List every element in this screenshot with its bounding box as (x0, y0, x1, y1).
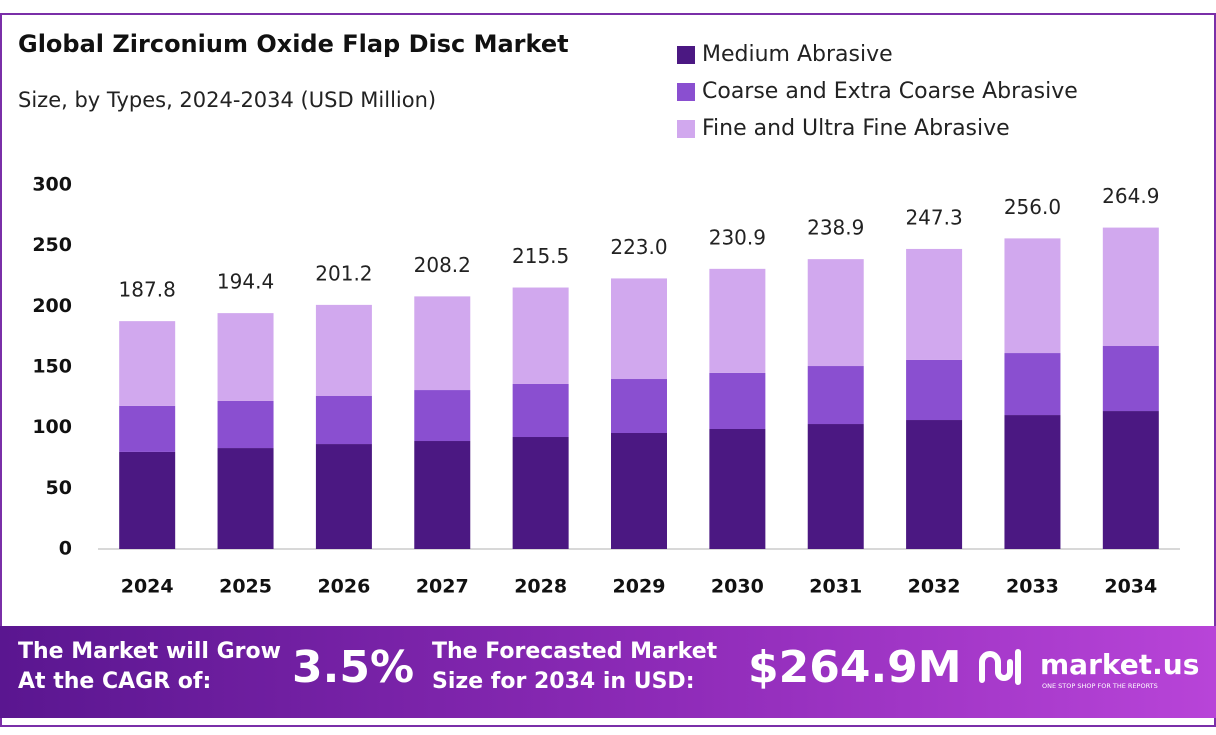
bar-segment (414, 441, 471, 549)
y-tick-label: 150 (32, 356, 72, 378)
y-tick-label: 100 (32, 416, 72, 438)
footer-text: The Market will Grow (18, 639, 281, 664)
total-label: 194.4 (217, 270, 274, 294)
legend-label: Medium Abrasive (702, 42, 893, 67)
y-tick-label: 200 (32, 295, 72, 317)
bar-segment (414, 390, 471, 442)
footer-banner (0, 626, 1216, 718)
legend-swatch (677, 120, 695, 138)
bar-segment (414, 296, 471, 391)
bar-segment (1004, 238, 1061, 354)
brand: market.us (1040, 648, 1199, 681)
total-label: 230.9 (709, 225, 766, 249)
total-label: 247.3 (905, 205, 962, 229)
y-tick-label: 250 (32, 234, 72, 256)
total-label: 264.9 (1102, 184, 1159, 208)
bar-segment (512, 287, 569, 384)
bar-segment (709, 268, 766, 373)
footer: The Market will Grow At the CAGR of: 3.5… (18, 639, 1199, 694)
footer-text: At the CAGR of: (18, 669, 211, 694)
bar-segment (807, 259, 864, 367)
x-tick-label: 2034 (1104, 576, 1157, 598)
total-label: 208.2 (414, 253, 471, 277)
bar-segment (709, 372, 766, 430)
bar-segment (906, 248, 963, 360)
x-tick-label: 2031 (809, 576, 862, 598)
cagr-value: 3.5% (292, 642, 414, 693)
x-tick-label: 2033 (1006, 576, 1059, 598)
footer-text: Size for 2034 in USD: (432, 669, 695, 694)
y-tick-label: 0 (59, 538, 72, 560)
bar-segment (906, 420, 963, 549)
bar-segment (906, 359, 963, 421)
bar-segment (217, 448, 274, 549)
y-tick-label: 300 (32, 174, 72, 196)
bar-segment (611, 433, 667, 549)
bar-segment (315, 395, 372, 445)
logo-icon (979, 649, 1021, 685)
bar-segment (611, 379, 667, 434)
bar-segment (807, 366, 864, 425)
bar-segment (1004, 353, 1061, 416)
x-tick-label: 2025 (219, 576, 272, 598)
x-tick-label: 2024 (121, 576, 174, 598)
bar-segment (315, 304, 372, 396)
x-tick-label: 2029 (613, 576, 666, 598)
bar-segment (315, 444, 372, 549)
total-label: 223.0 (610, 235, 667, 259)
chart-title: Global Zirconium Oxide Flap Disc Market (18, 30, 569, 58)
bar-segment (217, 313, 274, 401)
forecast-value: $264.9M (748, 642, 962, 693)
bar-segment (119, 405, 176, 452)
tagline: ONE STOP SHOP FOR THE REPORTS (1042, 682, 1158, 690)
bar-segment (709, 429, 766, 549)
total-label: 187.8 (119, 278, 176, 302)
bar-segment (1004, 415, 1061, 549)
bar-segment (217, 400, 274, 449)
bar-segment (512, 437, 569, 549)
bar-segment (1102, 227, 1159, 347)
legend-label: Fine and Ultra Fine Abrasive (702, 116, 1010, 141)
x-tick-label: 2027 (416, 576, 469, 598)
legend-swatch (677, 46, 695, 64)
x-tick-label: 2030 (711, 576, 764, 598)
legend-swatch (677, 83, 695, 101)
bar-segment (807, 424, 864, 549)
bar-segment (119, 321, 176, 406)
bar-segment (119, 451, 176, 549)
bar-segment (611, 278, 667, 380)
y-tick-label: 50 (46, 477, 72, 499)
bar-segment (512, 383, 569, 438)
bar-segment (1102, 411, 1159, 549)
total-label: 256.0 (1004, 195, 1061, 219)
total-label: 238.9 (807, 216, 864, 240)
legend-label: Coarse and Extra Coarse Abrasive (702, 79, 1078, 104)
x-tick-label: 2028 (514, 576, 567, 598)
footer-text: The Forecasted Market (432, 639, 718, 664)
total-label: 201.2 (315, 261, 372, 285)
x-tick-label: 2026 (317, 576, 370, 598)
chart-subtitle: Size, by Types, 2024-2034 (USD Million) (18, 88, 436, 112)
x-tick-label: 2032 (908, 576, 961, 598)
total-label: 215.5 (512, 244, 569, 268)
bar-segment (1102, 346, 1159, 412)
